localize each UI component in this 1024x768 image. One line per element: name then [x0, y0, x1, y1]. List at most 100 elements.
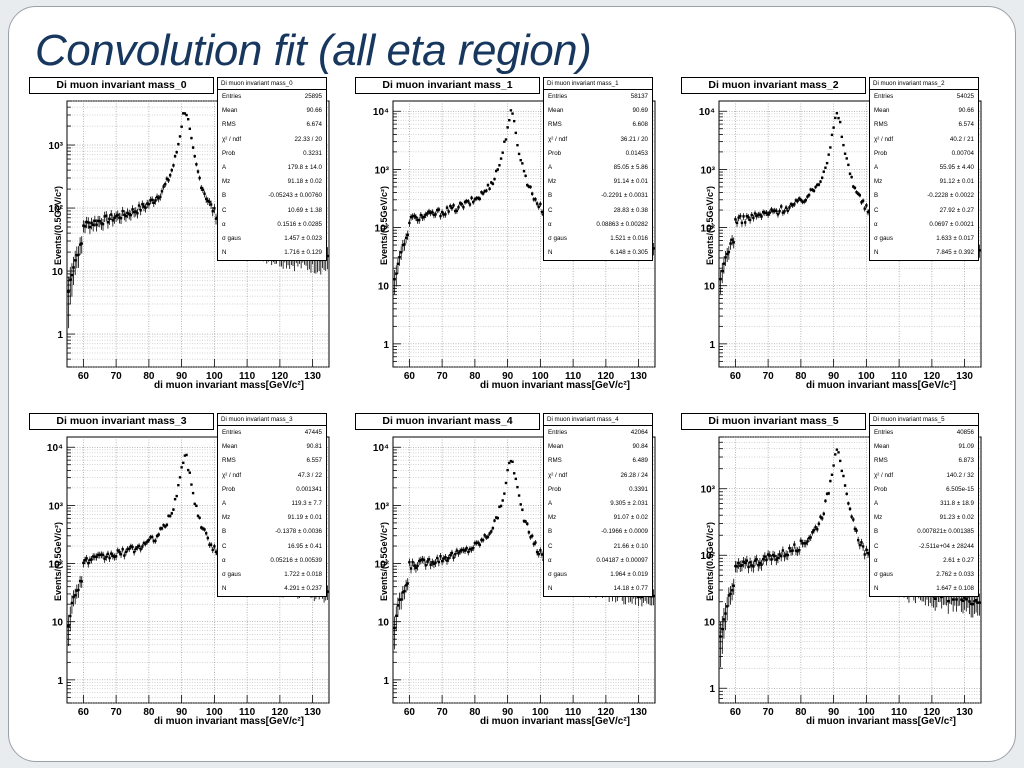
data-point	[150, 198, 154, 201]
data-point	[167, 179, 170, 182]
data-point	[519, 158, 522, 162]
x-tick-label: 80	[143, 707, 155, 718]
data-point	[147, 203, 151, 206]
data-point	[87, 561, 90, 565]
stats-row: α 0.04187 ± 0.00097	[544, 554, 652, 568]
stats-value: 90.69	[632, 107, 648, 115]
data-point	[75, 254, 79, 257]
data-point	[794, 549, 798, 552]
stats-row: C 10.69 ± 1.38	[218, 204, 326, 218]
stats-row: Entries 25895	[218, 90, 326, 104]
x-axis-label: di muon invariant mass[GeV/c²]	[153, 716, 305, 727]
data-point	[529, 536, 532, 539]
data-point	[494, 169, 498, 173]
data-point	[816, 528, 819, 531]
stats-key: C	[548, 542, 553, 550]
data-point	[512, 472, 516, 475]
stats-row: C 28.83 ± 0.38	[544, 204, 652, 218]
stats-key: Entries	[222, 93, 242, 100]
data-point	[147, 538, 151, 542]
stats-key: Mz	[874, 514, 883, 522]
data-point	[820, 517, 824, 520]
data-point	[802, 542, 806, 545]
data-point	[186, 118, 190, 121]
y-tick-label: 10³	[49, 141, 64, 152]
data-point	[406, 233, 409, 237]
stats-key: C	[874, 206, 879, 214]
data-point	[806, 540, 809, 543]
data-point	[172, 164, 175, 167]
data-point	[478, 197, 481, 200]
data-point	[414, 216, 418, 219]
data-point	[139, 209, 142, 212]
data-point	[771, 209, 775, 213]
data-point	[139, 548, 142, 551]
data-point	[118, 216, 121, 219]
x-tick-label: 130	[630, 371, 647, 382]
data-point	[408, 560, 411, 564]
y-tick-label: 10⁴	[373, 107, 389, 118]
data-point	[511, 112, 514, 115]
data-point	[827, 492, 830, 495]
data-point	[742, 215, 745, 218]
data-point	[517, 152, 521, 156]
data-point	[540, 210, 544, 214]
data-point	[437, 208, 441, 211]
data-point	[80, 242, 83, 245]
data-point	[753, 559, 757, 562]
data-point	[82, 561, 85, 565]
data-point	[178, 476, 182, 479]
data-point	[752, 216, 755, 220]
data-point	[152, 539, 155, 543]
data-point	[766, 213, 770, 216]
data-point	[473, 198, 477, 201]
stats-value: 14.18 ± 0.77	[613, 585, 648, 593]
stats-value: 179.8 ± 14.0	[287, 163, 322, 171]
data-point	[396, 604, 400, 607]
chart-panel: 1 10 10² 10³ 60 70 80 90 100 110 120 130 Di muon inv…	[29, 75, 334, 397]
data-point	[727, 594, 731, 597]
data-point	[413, 214, 416, 218]
chart-panel: 1 10 10² 10³ 10⁴ 60 70 80 90 100 110 120 130 Di muon …	[355, 75, 660, 397]
data-point	[535, 550, 539, 554]
data-point	[170, 512, 173, 515]
data-point	[524, 174, 527, 178]
data-point	[457, 552, 460, 555]
stats-row: Entries 58137	[544, 90, 652, 104]
data-point	[85, 220, 88, 224]
data-point	[193, 502, 196, 506]
data-point	[845, 492, 848, 496]
x-tick-label: 120	[924, 707, 941, 718]
data-point	[806, 195, 809, 198]
stats-value: 85.05 ± 5.86	[613, 163, 648, 171]
stats-key: χ² / ndf	[548, 135, 568, 143]
data-point	[740, 221, 744, 225]
data-point	[447, 210, 450, 213]
data-point	[196, 170, 200, 173]
data-point	[763, 555, 767, 558]
stats-value: 91.18 ± 0.02	[287, 178, 322, 186]
data-point	[159, 527, 162, 530]
data-point	[530, 192, 534, 195]
stats-key: RMS	[874, 457, 888, 465]
data-point	[830, 133, 834, 137]
x-axis-label: di muon invariant mass[GeV/c²]	[479, 716, 631, 727]
data-point	[526, 522, 529, 526]
data-point	[504, 481, 508, 485]
stats-box-title: Di muon invariant mass_3	[218, 414, 326, 426]
data-point	[154, 539, 157, 543]
stats-row: A 55.95 ± 4.40	[870, 161, 978, 175]
data-point	[416, 564, 419, 568]
data-point	[722, 618, 726, 621]
y-tick-label: 1	[383, 676, 389, 687]
stats-box: Di muon invariant mass_4 Entries 42064 Mean…	[543, 413, 653, 598]
x-axis-label: di muon invariant mass[GeV/c²]	[153, 380, 305, 391]
stats-value: 0.007821± 0.001385	[917, 528, 974, 536]
data-point	[398, 598, 401, 601]
data-point	[144, 206, 147, 209]
x-tick-label: 70	[111, 707, 123, 718]
data-point	[816, 183, 819, 187]
data-point	[501, 151, 504, 154]
x-tick-label: 60	[78, 707, 90, 718]
stats-value: 1.647 ± 0.108	[936, 585, 974, 593]
